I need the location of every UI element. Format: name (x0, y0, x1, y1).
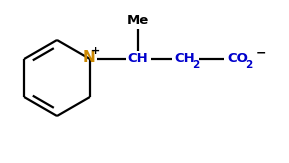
Text: 2: 2 (192, 60, 200, 70)
Text: Me: Me (127, 15, 149, 28)
Text: −: − (256, 46, 266, 59)
Text: CO: CO (227, 52, 249, 66)
Text: 2: 2 (245, 60, 253, 70)
Text: CH: CH (128, 52, 148, 66)
Text: N: N (83, 51, 95, 66)
Text: +: + (91, 46, 101, 56)
Text: CH: CH (175, 52, 195, 66)
